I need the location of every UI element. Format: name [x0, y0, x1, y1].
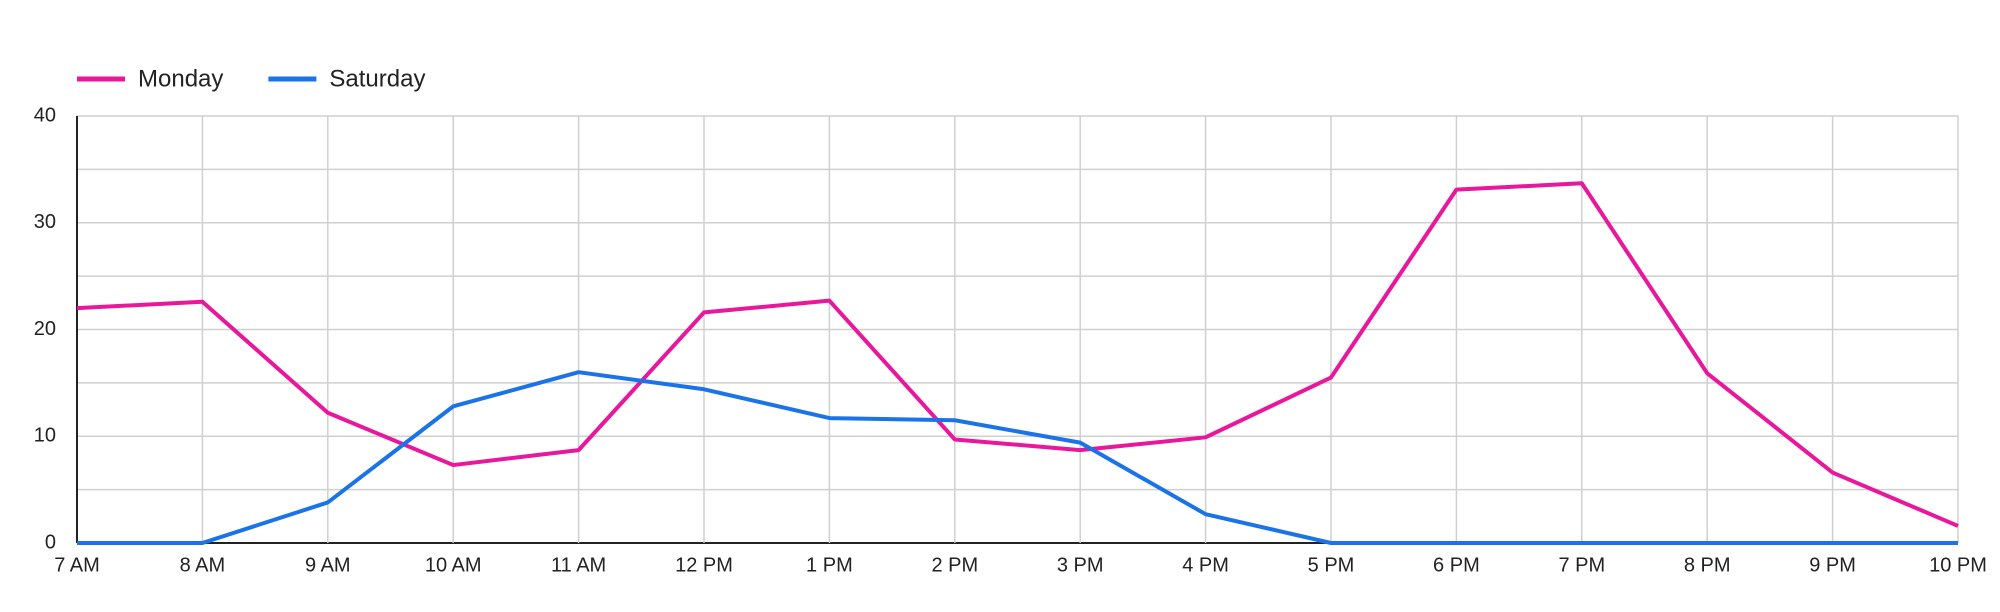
y-tick-label: 20	[34, 318, 56, 340]
x-tick-label: 12 PM	[675, 554, 733, 576]
x-tick-label: 9 AM	[305, 554, 351, 576]
x-tick-label: 7 AM	[54, 554, 100, 576]
x-tick-label: 8 PM	[1684, 554, 1731, 576]
x-tick-label: 3 PM	[1057, 554, 1104, 576]
data-line	[77, 370, 1958, 545]
legend-label: Monday	[138, 65, 223, 92]
y-tick-label: 40	[34, 104, 56, 126]
data-line	[76, 181, 1959, 528]
x-tick-label: 8 AM	[180, 554, 226, 576]
y-tick-label: 30	[34, 211, 56, 233]
x-tick-label: 10 PM	[1929, 554, 1987, 576]
x-tick-label: 1 PM	[806, 554, 853, 576]
y-tick-label: 0	[45, 531, 56, 553]
x-tick-label: 2 PM	[931, 554, 978, 576]
x-tick-label: 6 PM	[1433, 554, 1480, 576]
y-tick-label: 10	[34, 425, 56, 447]
x-tick-label: 11 AM	[551, 554, 606, 576]
x-tick-label: 7 PM	[1558, 554, 1605, 576]
x-tick-label: 5 PM	[1308, 554, 1355, 576]
x-tick-label: 9 PM	[1809, 554, 1856, 576]
legend-label: Saturday	[329, 65, 425, 92]
x-tick-label: 4 PM	[1182, 554, 1229, 576]
x-tick-label: 10 AM	[425, 554, 482, 576]
